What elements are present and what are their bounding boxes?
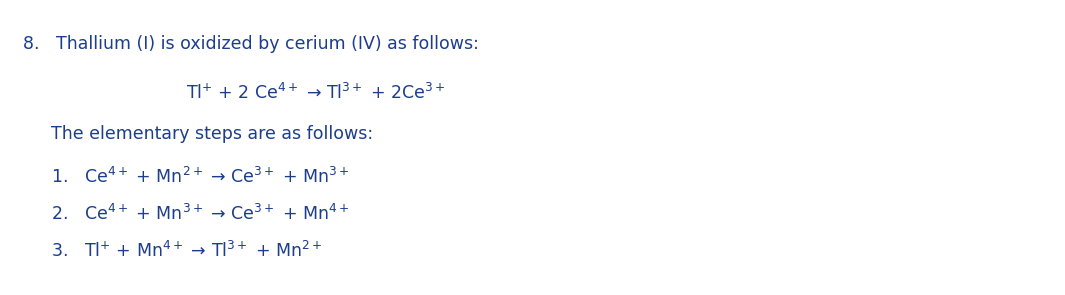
Text: 8.   Thallium (I) is oxidized by cerium (IV) as follows:: 8. Thallium (I) is oxidized by cerium (I… [23, 35, 479, 53]
Text: The elementary steps are as follows:: The elementary steps are as follows: [51, 125, 373, 143]
Text: 2.   Ce$^{4+}$ + Mn$^{3+}$ → Ce$^{3+}$ + Mn$^{4+}$: 2. Ce$^{4+}$ + Mn$^{3+}$ → Ce$^{3+}$ + M… [51, 204, 350, 224]
Text: 3.   Tl$^{+}$ + Mn$^{4+}$ → Tl$^{3+}$ + Mn$^{2+}$: 3. Tl$^{+}$ + Mn$^{4+}$ → Tl$^{3+}$ + Mn… [51, 240, 323, 260]
Text: 1.   Ce$^{4+}$ + Mn$^{2+}$ → Ce$^{3+}$ + Mn$^{3+}$: 1. Ce$^{4+}$ + Mn$^{2+}$ → Ce$^{3+}$ + M… [51, 167, 350, 187]
Text: Tl$^{+}$ + 2 Ce$^{4+}$ → Tl$^{3+}$ + 2Ce$^{3+}$: Tl$^{+}$ + 2 Ce$^{4+}$ → Tl$^{3+}$ + 2Ce… [186, 83, 446, 103]
